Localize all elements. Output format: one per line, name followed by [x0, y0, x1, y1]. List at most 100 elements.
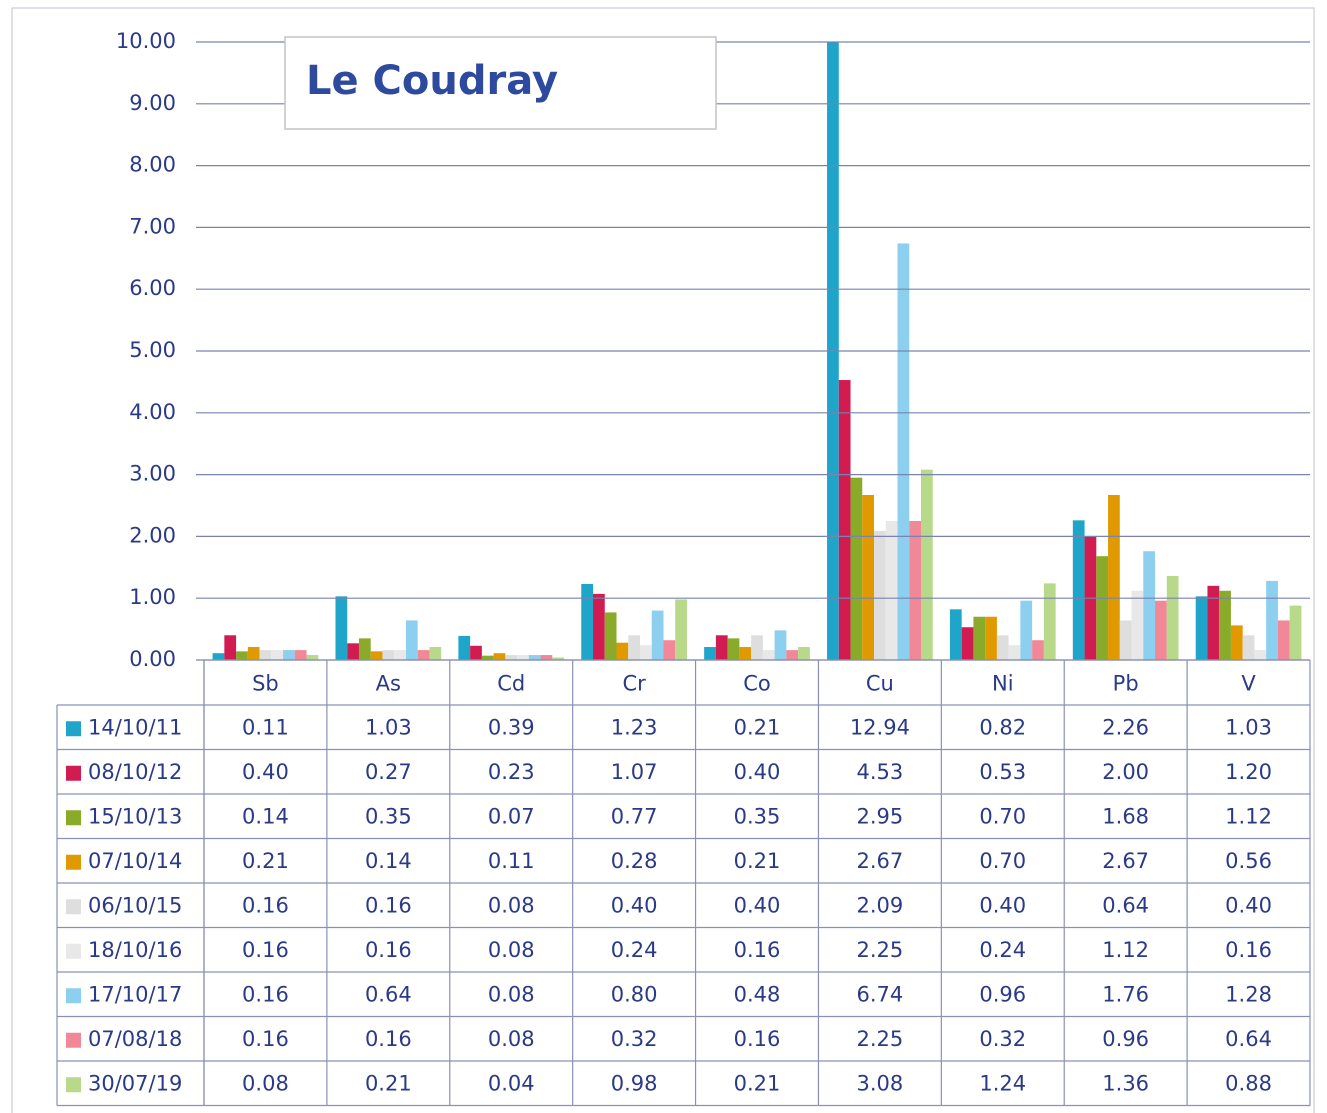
bar — [715, 635, 728, 660]
bar — [862, 494, 875, 660]
table-cell: 0.11 — [488, 849, 535, 873]
bar — [1143, 551, 1156, 660]
table-cell: 2.26 — [1102, 715, 1149, 739]
bar — [1166, 575, 1179, 660]
bar — [382, 650, 395, 660]
table-cell: 1.12 — [1102, 938, 1149, 962]
table-cell: 0.21 — [242, 849, 289, 873]
y-tick-label: 8.00 — [129, 153, 176, 177]
x-tick-label: Cd — [497, 672, 525, 696]
table-cell: 0.16 — [734, 938, 781, 962]
bar — [909, 520, 921, 660]
table-cell: 0.40 — [734, 760, 781, 784]
bar — [493, 653, 506, 660]
x-tick-label: Sb — [252, 672, 279, 696]
bar — [517, 655, 529, 660]
table-cell: 0.16 — [242, 893, 289, 917]
bar — [920, 469, 933, 660]
table-cell: 12.94 — [850, 715, 910, 739]
bar — [727, 638, 740, 660]
bar — [751, 635, 763, 660]
table-cell: 0.98 — [611, 1071, 658, 1095]
bar — [212, 653, 225, 660]
bar — [663, 640, 676, 660]
x-tick-label: V — [1241, 672, 1256, 696]
table-cell: 1.03 — [365, 715, 412, 739]
table-cell: 2.67 — [1102, 849, 1149, 873]
bar — [1032, 640, 1044, 660]
bar — [1008, 645, 1021, 660]
bar — [540, 655, 553, 660]
bar — [470, 645, 482, 660]
bar — [1043, 583, 1056, 660]
table-cell: 0.53 — [979, 760, 1026, 784]
plot-area — [212, 42, 1302, 661]
bar — [827, 42, 839, 661]
bar — [1277, 620, 1290, 660]
bar — [604, 612, 617, 660]
bar — [552, 657, 565, 660]
legend-swatch — [66, 810, 81, 826]
bar — [224, 635, 237, 660]
y-tick-label: 1.00 — [129, 585, 176, 609]
bar — [949, 609, 962, 660]
y-tick-label: 6.00 — [129, 276, 176, 300]
table-cell: 2.25 — [857, 1027, 904, 1051]
bar — [335, 596, 348, 660]
table-cell: 0.35 — [365, 804, 412, 828]
table-cell: 0.24 — [979, 938, 1026, 962]
table-cell: 4.53 — [857, 760, 904, 784]
bar — [259, 650, 272, 660]
legend-label: 30/07/19 — [88, 1071, 182, 1095]
legend-swatch — [66, 943, 81, 959]
bar — [838, 380, 851, 660]
legend-swatch — [66, 1032, 81, 1048]
table-cell: 1.76 — [1102, 982, 1149, 1006]
table-cell: 0.88 — [1225, 1071, 1272, 1095]
bar — [798, 647, 810, 660]
bar — [786, 650, 799, 660]
table-cell: 0.16 — [242, 982, 289, 1006]
legend-swatch — [66, 988, 81, 1004]
table-cell: 0.80 — [611, 982, 658, 1006]
table-cell: 0.39 — [488, 715, 535, 739]
table-cell: 0.16 — [365, 938, 412, 962]
legend-label: 17/10/17 — [88, 982, 182, 1006]
table-cell: 0.48 — [734, 982, 781, 1006]
bar — [996, 635, 1009, 660]
bar — [850, 477, 863, 660]
legend-swatch — [66, 899, 81, 915]
table-cell: 0.32 — [611, 1027, 658, 1051]
bar — [481, 655, 494, 660]
table-cell: 0.21 — [734, 849, 781, 873]
table-cell: 1.68 — [1102, 804, 1149, 828]
table-cell: 0.64 — [365, 982, 412, 1006]
table-cell: 0.14 — [365, 849, 412, 873]
x-tick-label: Cu — [866, 672, 894, 696]
table-cell: 1.07 — [611, 760, 658, 784]
table-cell: 3.08 — [857, 1071, 904, 1095]
table-cell: 0.16 — [242, 938, 289, 962]
bar — [1266, 580, 1278, 660]
bar — [1072, 520, 1085, 660]
table-cell: 0.77 — [611, 804, 658, 828]
table-cell: 1.36 — [1102, 1071, 1149, 1095]
bar — [704, 647, 716, 660]
bar — [528, 655, 541, 660]
legend-swatch — [66, 854, 81, 870]
bar — [236, 651, 248, 660]
bar — [774, 630, 787, 660]
table-cell: 0.21 — [365, 1071, 412, 1095]
legend-label: 06/10/15 — [88, 893, 182, 917]
legend-swatch — [66, 721, 81, 737]
bar — [885, 520, 898, 660]
bar — [1230, 625, 1243, 660]
table-cell: 0.40 — [979, 893, 1026, 917]
table-cell: 0.28 — [611, 849, 658, 873]
legend-label: 15/10/13 — [88, 804, 182, 828]
table-cell: 0.08 — [488, 938, 535, 962]
table-cell: 0.11 — [242, 715, 289, 739]
bar — [458, 635, 471, 660]
bar — [271, 650, 284, 660]
